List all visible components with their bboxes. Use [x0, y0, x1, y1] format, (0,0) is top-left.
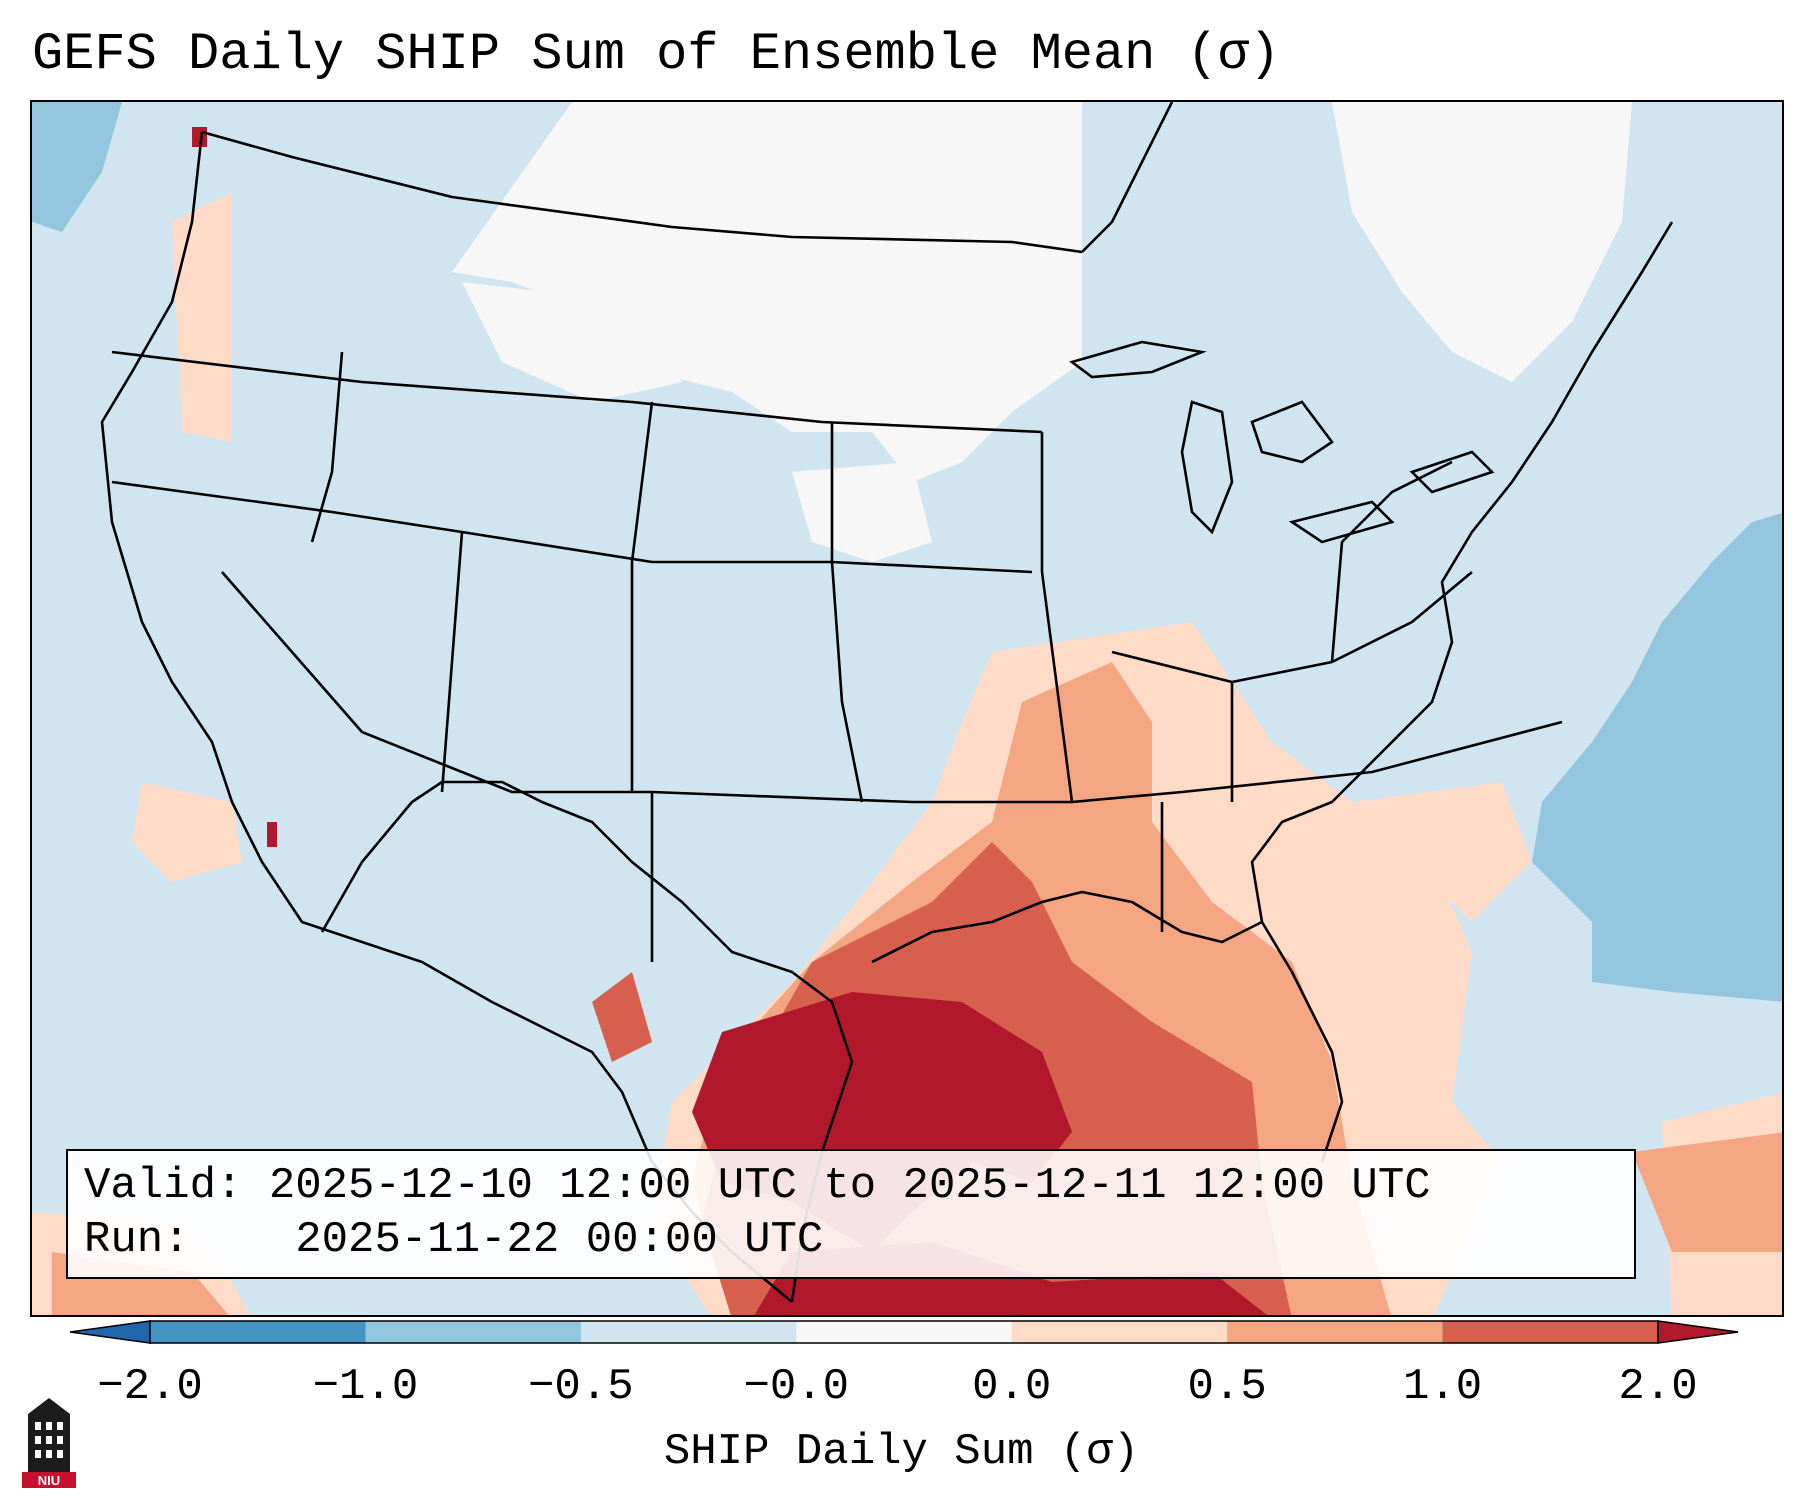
colorbar [70, 1320, 1739, 1344]
colorbar-segments [70, 1320, 1739, 1344]
valid-line: Valid: 2025-12-10 12:00 UTC to 2025-12-1… [84, 1159, 1618, 1213]
boundary-lines [100, 102, 1674, 1303]
niu-tower-logo-icon: NIU [22, 1398, 76, 1488]
run-value: 2025-11-22 00:00 UTC [295, 1215, 824, 1265]
colorbar-segment [150, 1321, 366, 1343]
run-label: Run: [84, 1215, 190, 1265]
run-line: Run: 2025-11-22 00:00 UTC [84, 1213, 1618, 1267]
colorbar-segment [1227, 1321, 1444, 1343]
plot-title: GEFS Daily SHIP Sum of Ensemble Mean (σ) [32, 25, 1281, 84]
colorbar-tick-label: −0.0 [743, 1362, 850, 1412]
colorbar-extend-high [1657, 1320, 1739, 1344]
shading-layer [32, 102, 1782, 1315]
colorbar-label: SHIP Daily Sum (σ) [663, 1427, 1140, 1477]
map-panel [30, 100, 1784, 1317]
colorbar-tick-label: 0.0 [972, 1362, 1052, 1412]
great-lakes-outline [1069, 340, 1495, 544]
colorbar-segment [1442, 1321, 1659, 1343]
logo-text: NIU [38, 1473, 60, 1488]
colorbar-tick-label: −1.0 [312, 1362, 419, 1412]
colorbar-tick-label: −2.0 [97, 1362, 203, 1412]
colorbar-segment [1011, 1321, 1228, 1343]
colorbar-tick-label: 1.0 [1402, 1362, 1483, 1412]
colorbar-tick-label: 2.0 [1618, 1362, 1698, 1412]
colorbar-outline [149, 1320, 1659, 1344]
negative-regions [32, 102, 1782, 1002]
colorbar-segment [365, 1321, 582, 1343]
colorbar-segment [580, 1321, 797, 1343]
valid-value: 2025-12-10 12:00 UTC to 2025-12-11 12:00… [268, 1161, 1431, 1211]
info-box: Valid: 2025-12-10 12:00 UTC to 2025-12-1… [66, 1149, 1636, 1279]
colorbar-tick-label: −0.5 [528, 1362, 634, 1412]
colorbar-tick-label: 0.5 [1187, 1362, 1267, 1412]
near-zero-regions [452, 102, 1632, 562]
colorbar-extend-low [70, 1320, 151, 1344]
colorbar-segment [796, 1321, 1013, 1343]
valid-label: Valid: [84, 1161, 243, 1211]
